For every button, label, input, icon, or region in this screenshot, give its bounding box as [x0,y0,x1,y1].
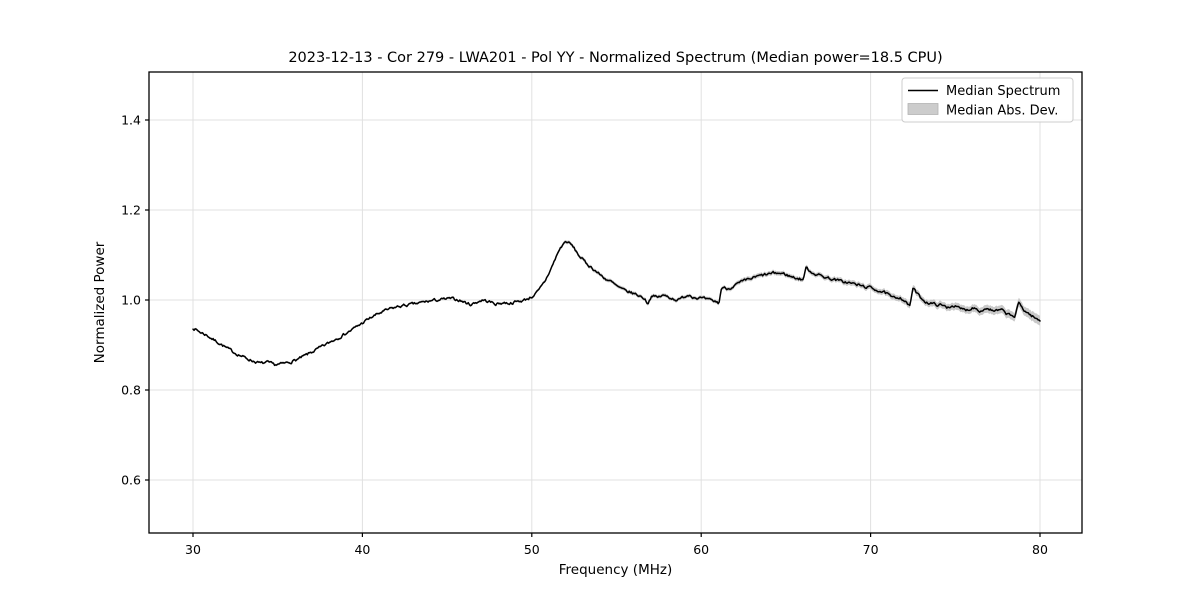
y-tick-label-1: 1.0 [121,293,141,308]
legend-label-median-abs-dev: Median Abs. Dev. [946,104,1058,119]
y-tick-label-0.8: 0.8 [121,383,141,398]
x-tick-label-30: 30 [185,542,201,557]
y-tick-label-0.6: 0.6 [121,473,141,488]
x-tick-label-50: 50 [524,542,540,557]
legend-band-sample [907,103,939,115]
median-spectrum-line [192,240,1041,367]
legend-box [901,77,1074,123]
y-tick-label-1.4: 1.4 [121,113,141,128]
axis-ticks [145,119,1041,537]
x-axis-label: Frequency (MHz) [559,562,672,578]
legend: Median Spectrum Median Abs. Dev. [901,77,1074,123]
axis-tick-labels: 30 40 50 60 70 80 0.6 0.8 1.0 1.2 1.4 [121,113,1048,558]
x-tick-label-80: 80 [1032,542,1048,557]
x-tick-label-70: 70 [863,542,879,557]
y-axis-label: Normalized Power [92,241,108,363]
legend-label-median-spectrum: Median Spectrum [946,84,1060,99]
median-abs-dev-band [193,239,1040,367]
chart-title: 2023-12-13 - Cor 279 - LWA201 - Pol YY -… [288,50,942,66]
y-tick-label-1.2: 1.2 [121,203,141,218]
plot-border [148,71,1083,534]
x-tick-label-40: 40 [354,542,370,557]
x-tick-label-60: 60 [693,542,709,557]
